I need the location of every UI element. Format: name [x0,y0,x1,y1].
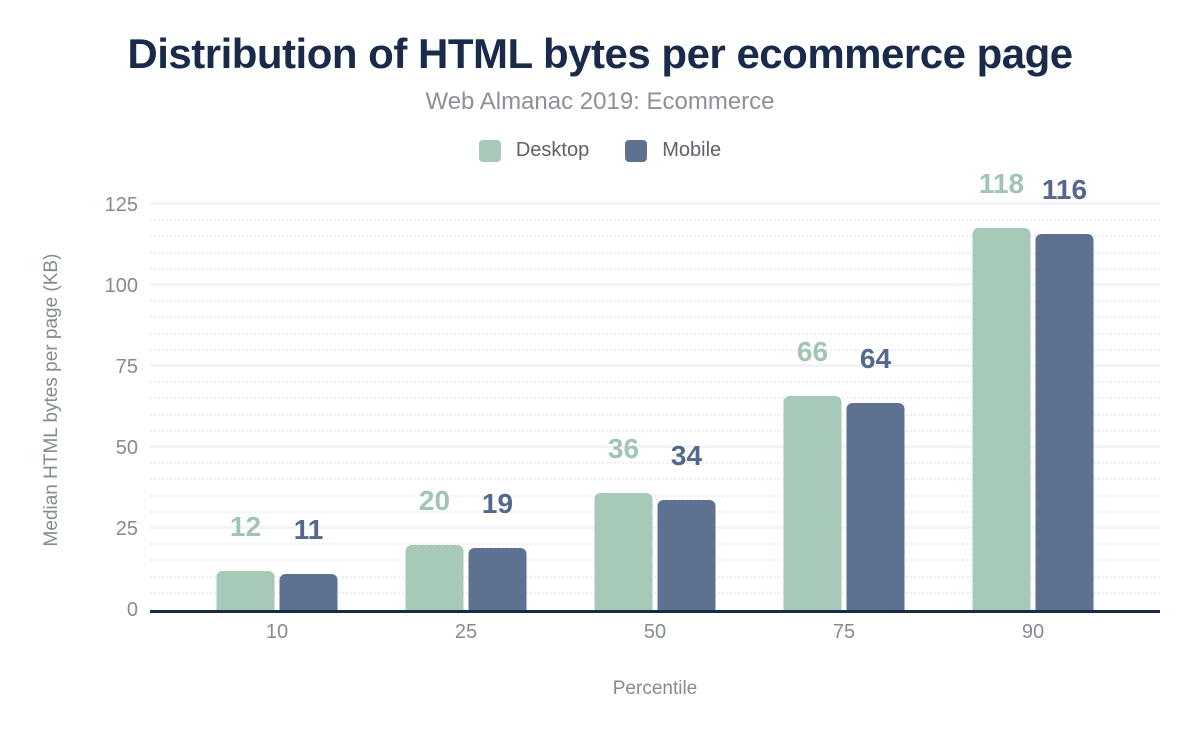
y-tick-label: 125 [104,194,138,216]
bar-value-label: 116 [1041,174,1088,206]
bar-group-25: 20 19 [405,485,527,610]
mobile-bar[interactable] [1035,234,1094,610]
desktop-bar[interactable] [405,545,464,610]
desktop-swatch-icon [478,139,501,162]
bar-value-label: 66 [796,336,829,368]
legend-label-desktop: Desktop [515,139,590,161]
desktop-bar[interactable] [594,493,653,610]
minor-gridline [150,251,1160,254]
bar-group-10: 12 11 [216,511,338,610]
y-axis-ticks: 0 25 50 75 100 125 [0,195,138,620]
bar-value-label: 19 [481,488,514,520]
bar-value-label: 118 [978,167,1025,199]
major-gridline [150,202,1160,205]
minor-gridline [150,381,1160,384]
bar-wrap: 66 [783,336,842,610]
minor-gridline [150,332,1160,335]
minor-gridline [150,510,1160,513]
bar-value-label: 11 [293,514,324,546]
bar-value-label: 36 [607,433,640,465]
mobile-bar[interactable] [468,548,527,610]
major-gridline [150,445,1160,448]
bar-group-75: 66 64 [783,336,905,610]
y-tick-label: 75 [115,356,138,378]
minor-gridline [150,235,1160,238]
minor-gridline [150,543,1160,546]
minor-gridline [150,397,1160,400]
minor-gridline [150,494,1160,497]
x-tick-label: 25 [454,621,478,643]
minor-gridline [150,413,1160,416]
x-tick-label: 50 [643,621,667,643]
bar-wrap: 36 [594,433,653,610]
bar-wrap: 19 [468,488,527,610]
bar-value-label: 12 [229,511,262,543]
desktop-bar[interactable] [216,571,275,610]
major-gridline [150,364,1160,367]
minor-gridline [150,559,1160,562]
bar-wrap: 64 [846,342,905,610]
x-tick-label: 90 [1021,621,1045,643]
x-axis-title: Percentile [612,678,698,699]
desktop-bar[interactable] [972,227,1031,610]
major-gridline [150,283,1160,286]
minor-gridline [150,316,1160,319]
desktop-bar[interactable] [783,396,842,610]
bar-value-label: 34 [670,439,703,471]
mobile-bar[interactable] [657,499,716,610]
legend: Desktop Mobile [0,139,1200,162]
mobile-bar[interactable] [846,402,905,610]
minor-gridline [150,348,1160,351]
bar-wrap: 20 [405,485,464,610]
bar-value-label: 64 [859,342,892,374]
y-tick-label: 25 [115,518,138,540]
legend-item-desktop[interactable]: Desktop [478,139,590,162]
x-tick-label: 10 [265,621,289,643]
y-tick-label: 100 [104,275,138,297]
minor-gridline [150,591,1160,594]
bar-group-50: 36 34 [594,433,716,610]
minor-gridline [150,575,1160,578]
legend-item-mobile[interactable]: Mobile [625,139,721,162]
plot-area: 12 11 10 20 19 25 36 34 50 66 64 75 118 116 90 [150,169,1160,642]
bar-wrap: 118 [972,167,1031,610]
bar-wrap: 12 [216,511,275,610]
bar-value-label: 20 [418,485,451,517]
chart-title: Distribution of HTML bytes per ecommerce… [127,30,1073,77]
x-tick-label: 75 [832,621,856,643]
y-tick-label: 0 [126,599,138,621]
chart-subtitle: Web Almanac 2019: Ecommerce [425,88,775,115]
minor-gridline [150,267,1160,270]
y-tick-label: 50 [115,437,138,459]
bar-wrap: 34 [657,439,716,610]
bar-wrap: 116 [1035,174,1094,610]
minor-gridline [150,462,1160,465]
bar-wrap: 11 [279,514,338,610]
minor-gridline [150,429,1160,432]
minor-gridline [150,219,1160,222]
mobile-swatch-icon [625,139,648,162]
minor-gridline [150,300,1160,303]
legend-label-mobile: Mobile [662,139,722,161]
mobile-bar[interactable] [279,574,338,610]
bar-group-90: 118 116 [972,167,1094,610]
major-gridline [150,526,1160,529]
minor-gridline [150,478,1160,481]
